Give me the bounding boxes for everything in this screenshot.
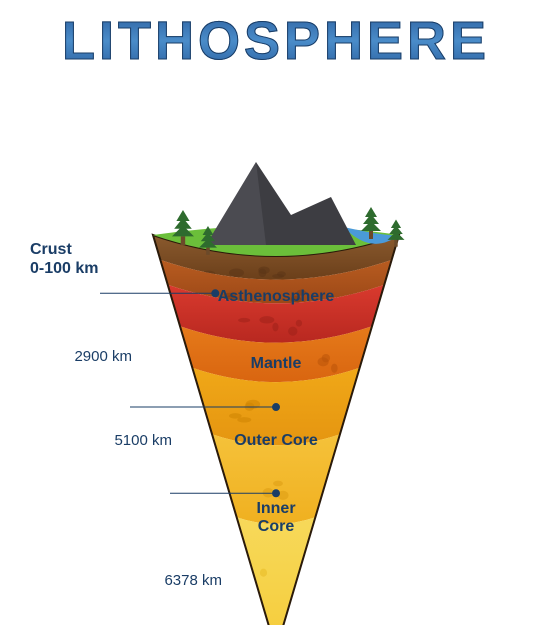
- depth-6378-label: 6378 km: [164, 572, 222, 589]
- depth-2900-label: 2900 km: [74, 348, 132, 365]
- asthenosphere-label: Asthenosphere: [218, 288, 334, 306]
- surface-scene: [153, 162, 405, 256]
- page-title: LITHOSPHERE: [62, 10, 490, 72]
- outer-core-label: Outer Core: [234, 432, 318, 450]
- mantle-label: Mantle: [251, 355, 302, 373]
- inner-core-label: InnerCore: [256, 500, 295, 535]
- crust-depth-label: Crust 0-100 km: [30, 240, 99, 278]
- depth-5100-label: 5100 km: [114, 432, 172, 449]
